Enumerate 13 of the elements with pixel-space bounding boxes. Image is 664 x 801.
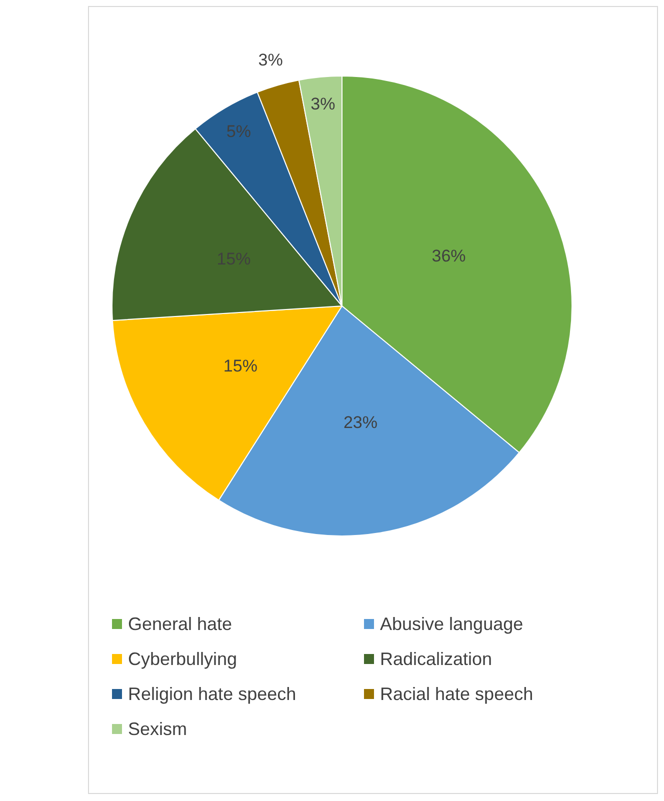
legend-label: Cyberbullying <box>128 649 238 669</box>
data-label: 15% <box>223 356 258 376</box>
data-label: 23% <box>343 413 378 432</box>
legend-label: General hate <box>128 614 232 634</box>
legend-label: Religion hate speech <box>128 684 296 704</box>
data-label: 36% <box>432 246 466 266</box>
legend-label: Radicalization <box>380 649 492 669</box>
data-label: 3% <box>310 94 336 114</box>
data-label: 5% <box>226 122 251 141</box>
legend-label: Racial hate speech <box>380 684 534 704</box>
legend-label: Sexism <box>128 719 188 739</box>
data-label: 3% <box>258 50 283 70</box>
legend-label: Abusive language <box>380 614 524 634</box>
